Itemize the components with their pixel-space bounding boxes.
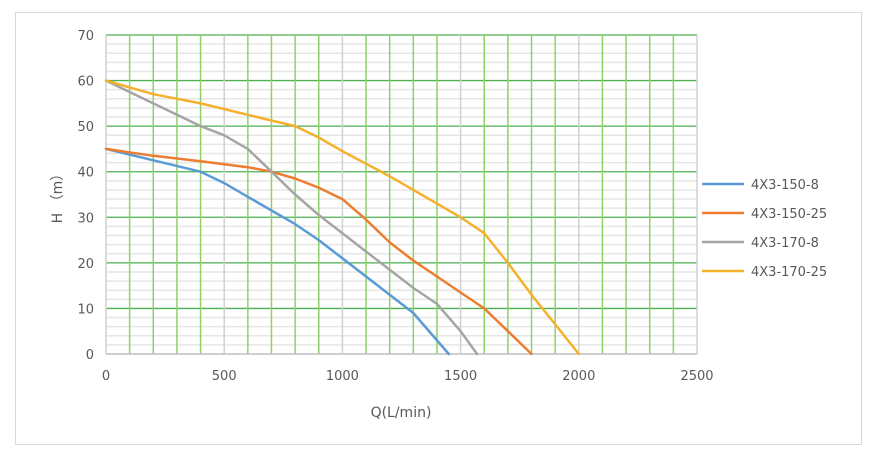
- y-tick-label: 40: [77, 166, 94, 181]
- legend: 4X3-150-8 4X3-150-25 4X3-170-8 4X3-170-25: [702, 178, 827, 280]
- x-tick-label: 2500: [680, 369, 713, 384]
- x-tick-label: 1000: [326, 369, 359, 384]
- x-tick-label: 1500: [444, 369, 477, 384]
- x-tick-label: 500: [212, 369, 237, 384]
- x-tick-labels: 0 500 1000 1500 2000 2500: [102, 369, 714, 384]
- chart-frame: [15, 12, 862, 445]
- series-line-4X3-150-8: [104, 147, 451, 356]
- y-tick-label: 50: [77, 120, 94, 135]
- y-tick-label: 30: [77, 211, 94, 226]
- series-line-4X3-170-25: [104, 79, 581, 356]
- grid: [105, 34, 698, 355]
- legend-label: 4X3-170-8: [751, 236, 819, 251]
- legend-label: 4X3-170-25: [751, 265, 827, 280]
- y-tick-label: 70: [77, 29, 94, 44]
- y-tick-labels: 0 10 20 30 40 50 60 70: [77, 29, 94, 363]
- series-line-4X3-150-25: [104, 147, 533, 356]
- y-tick-label: 10: [77, 302, 94, 317]
- y-tick-label: 0: [86, 348, 94, 363]
- x-axis-label: Q(L/min): [371, 405, 432, 421]
- series-lines: [104, 79, 581, 356]
- legend-label: 4X3-150-8: [751, 178, 819, 193]
- y-tick-label: 60: [77, 75, 94, 90]
- y-tick-label: 20: [77, 257, 94, 272]
- series-line-4X3-170-8: [104, 79, 479, 356]
- x-tick-label: 0: [102, 369, 110, 384]
- x-tick-label: 2000: [562, 369, 595, 384]
- y-axis-label: H （m）: [50, 167, 66, 224]
- legend-label: 4X3-150-25: [751, 207, 827, 222]
